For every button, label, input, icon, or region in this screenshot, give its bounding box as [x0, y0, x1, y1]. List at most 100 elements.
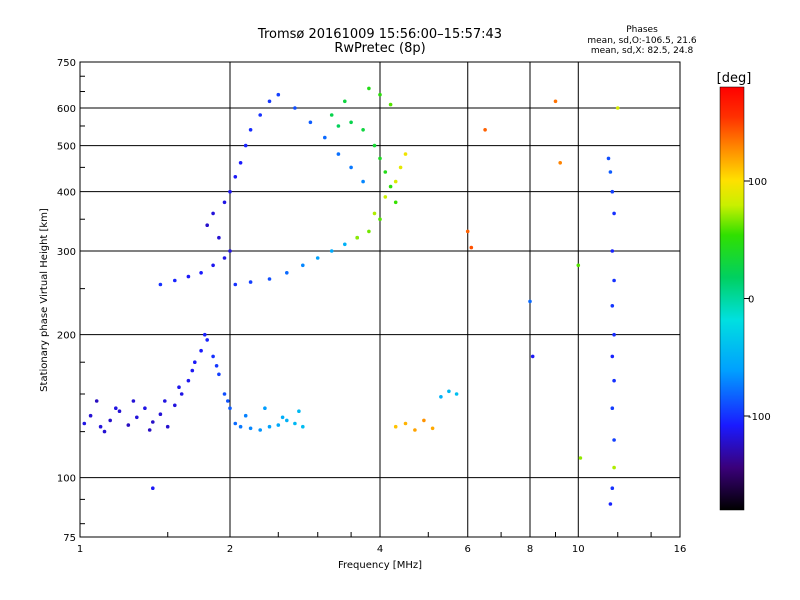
data-point	[293, 106, 297, 110]
data-point	[186, 274, 191, 279]
data-point	[217, 372, 221, 377]
data-point	[383, 170, 388, 174]
colorbar-tick-label: -100	[748, 412, 771, 423]
data-point	[263, 406, 267, 411]
data-point	[297, 409, 301, 414]
data-point	[173, 278, 177, 283]
data-point	[233, 421, 238, 426]
data-point	[158, 282, 163, 287]
data-point	[285, 271, 289, 275]
data-point	[258, 428, 263, 432]
x-axis-label: Frequency [MHz]	[338, 560, 422, 571]
data-point	[158, 412, 163, 417]
y-tick-label: 400	[57, 188, 76, 199]
data-point	[576, 263, 581, 268]
data-point	[608, 170, 613, 174]
data-point	[612, 378, 616, 383]
data-point	[173, 403, 177, 408]
data-point	[530, 354, 535, 359]
data-point	[211, 211, 215, 216]
data-point	[465, 229, 470, 234]
data-point	[430, 426, 435, 431]
data-point	[343, 242, 347, 247]
data-point	[186, 378, 191, 383]
data-point	[454, 392, 459, 396]
data-points	[82, 86, 620, 506]
data-point	[233, 282, 238, 287]
data-point	[211, 263, 215, 268]
data-point	[606, 156, 611, 161]
data-point	[447, 389, 451, 394]
data-point	[612, 332, 616, 337]
data-point	[378, 156, 382, 161]
data-point	[398, 165, 403, 170]
data-point	[143, 406, 147, 411]
plot-area: 75 100 200 300 400 500 600 750 1 2 4 6 8 10 16	[57, 58, 686, 555]
data-point	[610, 249, 615, 253]
data-point	[248, 128, 253, 132]
data-point	[228, 406, 232, 411]
data-point	[612, 278, 616, 283]
y-tick-label: 300	[57, 247, 76, 258]
data-point	[349, 165, 353, 170]
x-tick-label: 8	[527, 544, 533, 555]
data-point	[293, 421, 297, 426]
data-point	[439, 395, 443, 399]
y-axis-ticks: 75 100 200 300 400 500 600 750	[57, 58, 85, 544]
data-point	[243, 143, 248, 148]
y-tick-label: 600	[57, 104, 76, 115]
x-tick-label: 2	[227, 544, 233, 555]
colorbar-ticks: 100 0 -100	[744, 177, 771, 423]
x-tick-label: 4	[377, 544, 383, 555]
data-point	[403, 421, 408, 426]
data-point	[98, 424, 103, 429]
data-point	[88, 413, 93, 418]
colorbar-gradient	[719, 86, 745, 511]
data-point	[378, 92, 382, 97]
data-point	[203, 332, 207, 337]
stats-line-x: mean, sd,X: 82.5, 24.8	[591, 46, 694, 56]
data-point	[403, 152, 408, 156]
data-point	[355, 235, 360, 240]
data-point	[483, 128, 487, 132]
chart-title: Tromsø 20161009 15:56:00–15:57:43	[257, 27, 502, 42]
data-point	[165, 424, 170, 429]
y-tick-label: 200	[57, 331, 76, 342]
data-point	[238, 161, 243, 165]
data-point	[610, 189, 615, 194]
data-point	[222, 392, 227, 396]
data-point	[301, 263, 305, 268]
data-point	[349, 120, 353, 125]
data-point	[248, 426, 253, 431]
data-point	[102, 429, 107, 434]
colorbar-tick-label: 0	[748, 295, 754, 306]
data-point	[308, 120, 313, 125]
chart-subtitle: RwPretec (8p)	[334, 41, 425, 56]
data-point	[267, 277, 272, 281]
data-point	[610, 304, 615, 308]
data-point	[151, 486, 155, 491]
y-tick-label: 750	[57, 58, 76, 69]
data-point	[117, 409, 122, 414]
data-point	[222, 200, 227, 205]
data-point	[329, 113, 334, 117]
y-tick-label: 100	[57, 474, 76, 485]
stats-heading: Phases	[626, 25, 658, 35]
data-point	[372, 211, 377, 216]
data-point	[393, 424, 398, 429]
data-point	[214, 364, 219, 368]
data-point	[323, 135, 327, 140]
data-point	[383, 195, 388, 199]
data-point	[367, 229, 371, 234]
colorbar-label: [deg]	[717, 71, 752, 86]
data-point	[276, 423, 281, 427]
data-point	[612, 211, 616, 216]
data-point	[329, 249, 334, 253]
data-point	[285, 418, 289, 423]
x-tick-label: 16	[674, 544, 687, 555]
data-point	[612, 438, 616, 442]
data-point	[615, 106, 620, 110]
data-point	[177, 385, 181, 390]
data-point	[280, 415, 285, 420]
data-point	[199, 271, 203, 275]
